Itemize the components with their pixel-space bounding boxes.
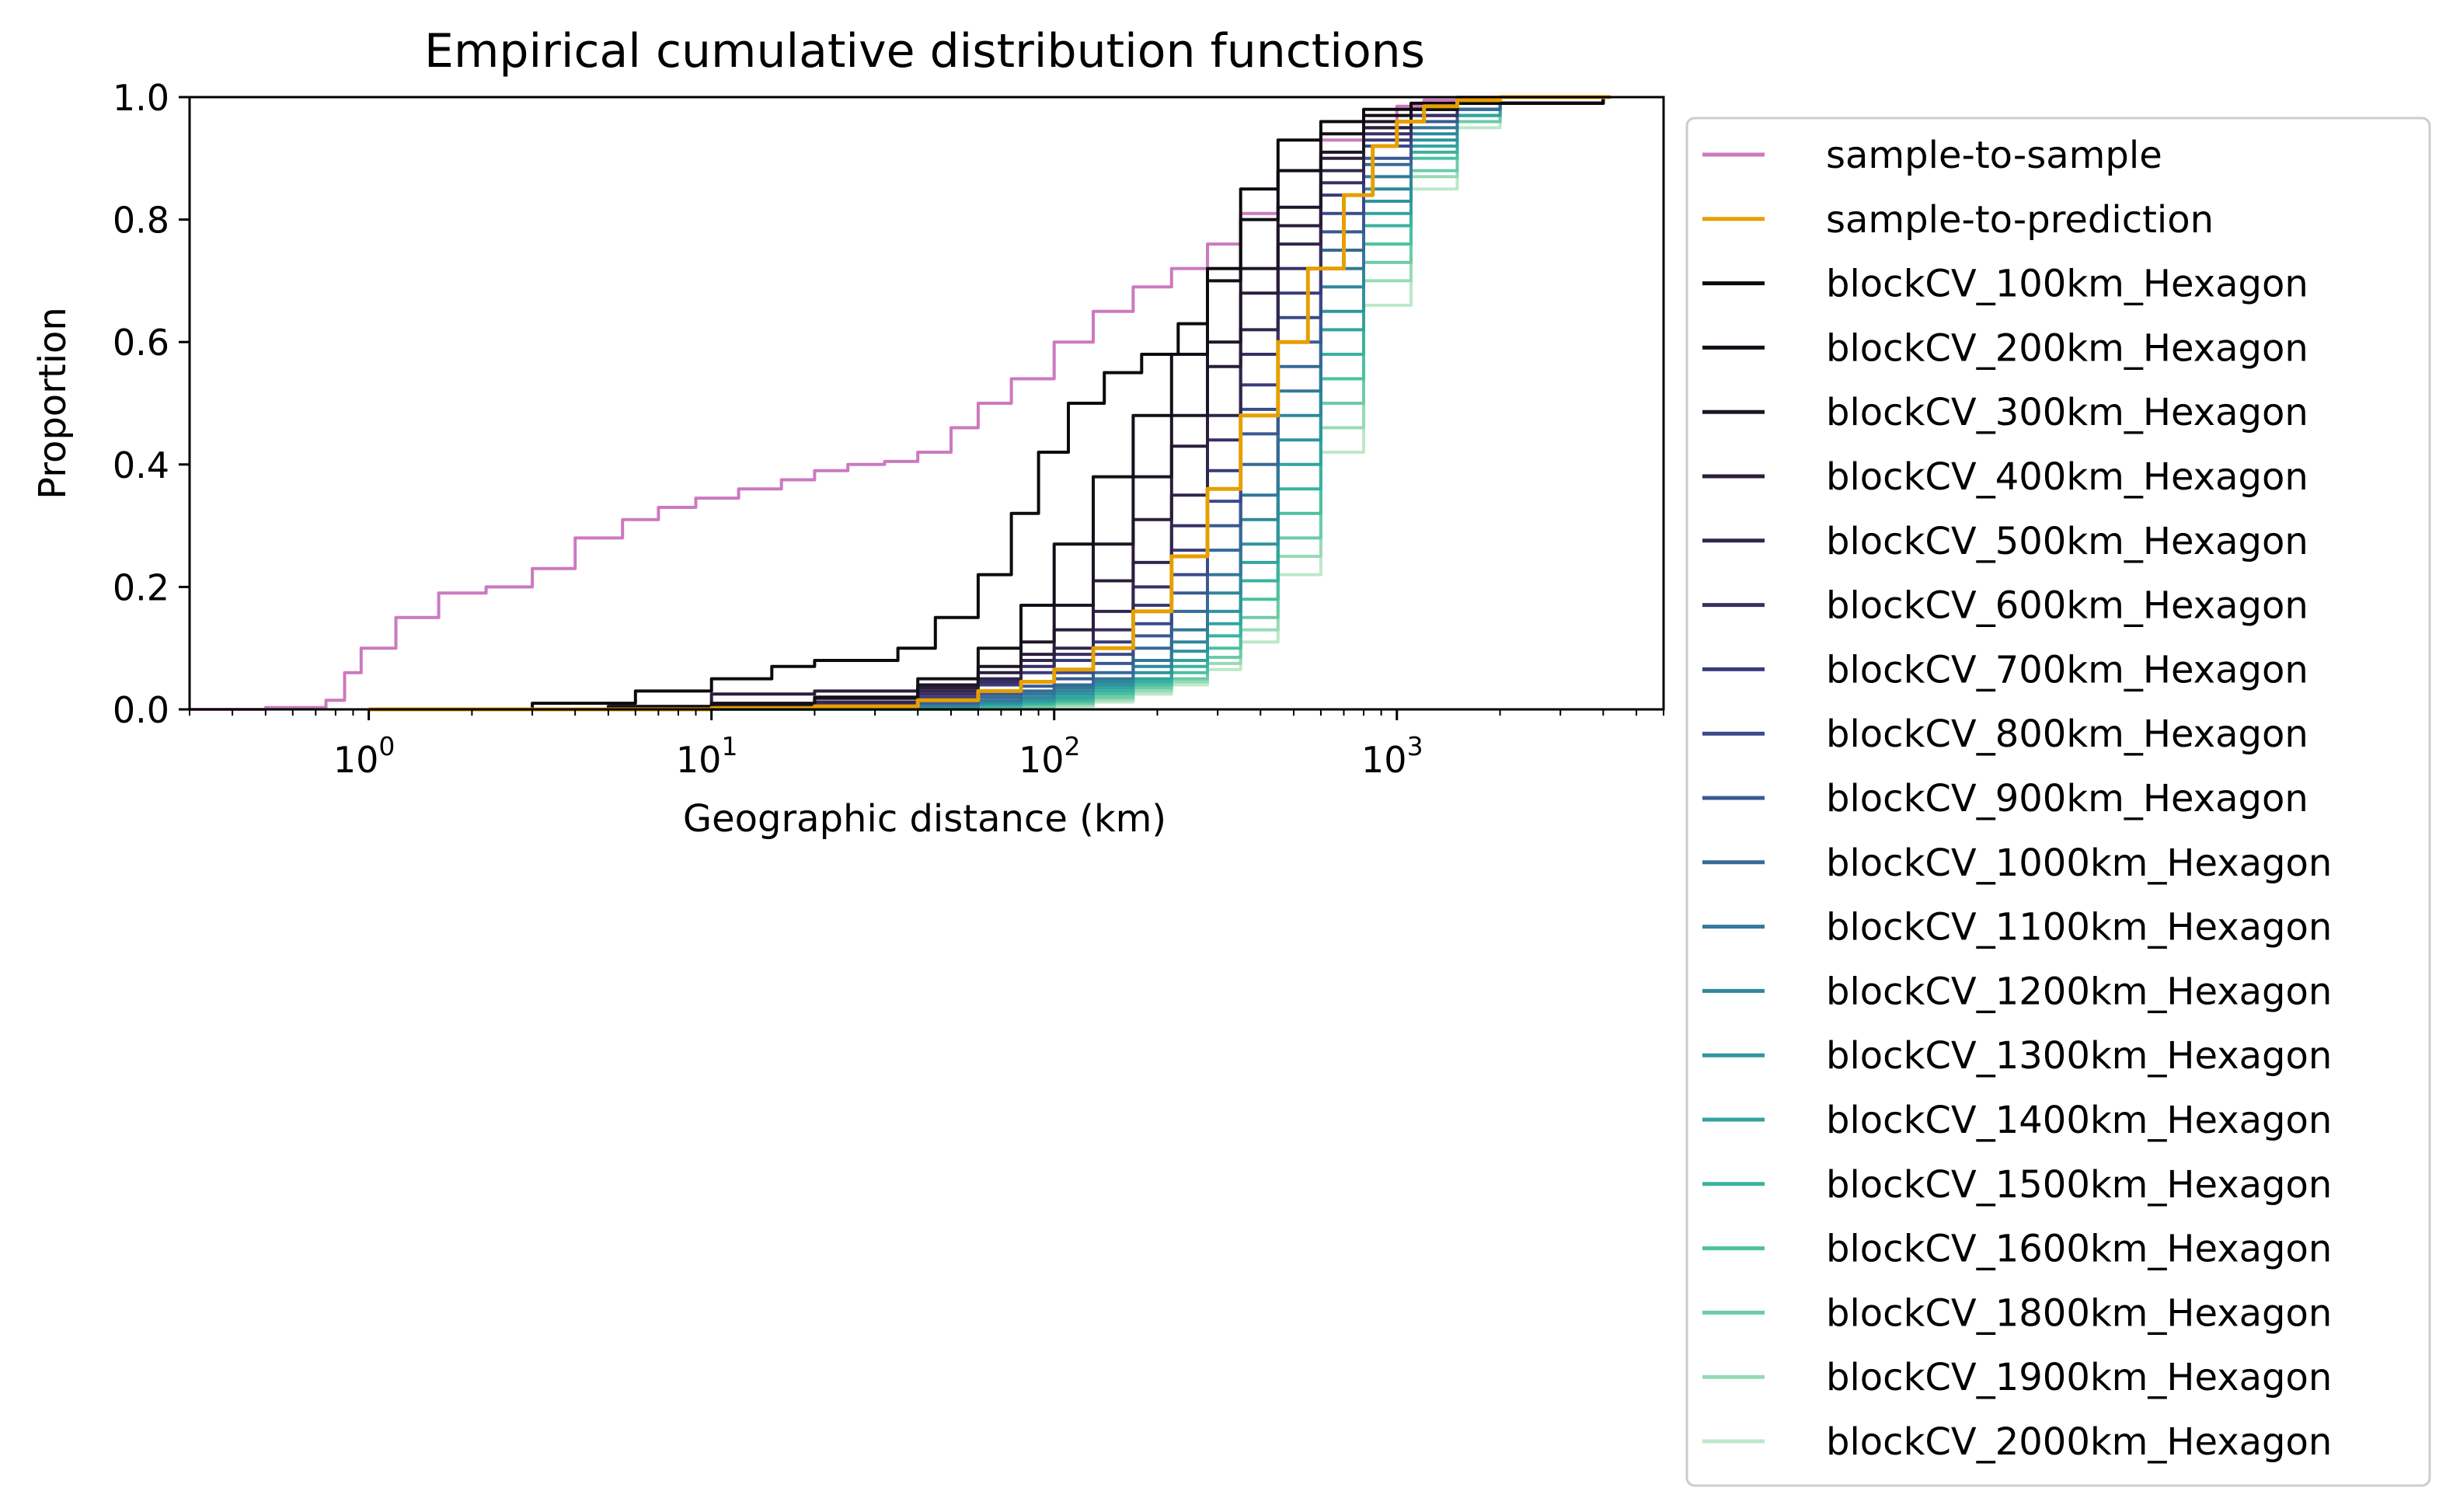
legend-item: sample-to-sample (1702, 134, 2162, 177)
legend-item: blockCV_1300km_Hexagon (1702, 1034, 2332, 1078)
legend-item: blockCV_400km_Hexagon (1702, 455, 2308, 499)
chart-title: Empirical cumulative distribution functi… (424, 24, 1425, 78)
legend-item: blockCV_1800km_Hexagon (1702, 1291, 2332, 1335)
legend-label: blockCV_1500km_Hexagon (1826, 1163, 2332, 1207)
plot-series-group (190, 95, 1611, 712)
legend-item: sample-to-prediction (1702, 198, 2214, 242)
y-tick-label: 0.4 (113, 444, 169, 486)
legend-item: blockCV_900km_Hexagon (1702, 777, 2308, 820)
legend-frame (1685, 117, 2431, 1487)
legend-label: blockCV_1300km_Hexagon (1826, 1034, 2332, 1078)
x-tick-label: 102 (1019, 731, 1081, 781)
legend-label: blockCV_1000km_Hexagon (1826, 841, 2332, 885)
y-axis: 0.0 0.2 0.4 0.6 0.8 1.0 (113, 77, 190, 731)
legend-item: blockCV_600km_Hexagon (1702, 584, 2308, 628)
legend-item: blockCV_200km_Hexagon (1702, 326, 2308, 370)
legend-label: blockCV_500km_Hexagon (1826, 520, 2308, 563)
legend-item: blockCV_1200km_Hexagon (1702, 970, 2332, 1013)
series-line-blockCV_200km_Hexagon (368, 97, 1605, 711)
x-tick-label: 103 (1361, 731, 1423, 781)
legend-label: blockCV_300km_Hexagon (1826, 391, 2308, 434)
legend-label: blockCV_600km_Hexagon (1826, 584, 2308, 628)
legend-label: blockCV_100km_Hexagon (1826, 263, 2308, 306)
legend-label: blockCV_1800km_Hexagon (1826, 1291, 2332, 1335)
legend-item: blockCV_1600km_Hexagon (1702, 1228, 2332, 1271)
y-tick-label: 1.0 (113, 77, 169, 119)
legend-item: blockCV_2000km_Hexagon (1702, 1420, 2332, 1464)
legend-label: blockCV_800km_Hexagon (1826, 712, 2308, 756)
y-tick-label: 0.0 (113, 689, 169, 731)
y-tick-label: 0.2 (113, 566, 169, 608)
legend: sample-to-sample sample-to-prediction bloc… (1685, 117, 2431, 1487)
y-tick-label: 0.8 (113, 200, 169, 242)
legend-item: blockCV_700km_Hexagon (1702, 648, 2308, 692)
legend-item: blockCV_300km_Hexagon (1702, 391, 2308, 434)
legend-item: blockCV_1500km_Hexagon (1702, 1163, 2332, 1207)
x-axis: 100 101 102 103 (189, 709, 1664, 781)
legend-label: sample-to-sample (1826, 134, 2162, 177)
legend-item: blockCV_1100km_Hexagon (1702, 906, 2332, 949)
legend-item: blockCV_800km_Hexagon (1702, 712, 2308, 756)
legend-label: blockCV_1900km_Hexagon (1826, 1356, 2332, 1399)
legend-item: blockCV_1000km_Hexagon (1702, 841, 2332, 885)
y-axis-label: Proportion (31, 307, 75, 500)
legend-label: blockCV_2000km_Hexagon (1826, 1420, 2332, 1464)
legend-item: blockCV_1400km_Hexagon (1702, 1099, 2332, 1142)
legend-item: blockCV_1900km_Hexagon (1702, 1356, 2332, 1399)
legend-label: blockCV_200km_Hexagon (1826, 326, 2308, 370)
series-line-sample-to-prediction (368, 95, 1611, 712)
series-line-blockCV_100km_Hexagon (368, 97, 1605, 711)
legend-item: blockCV_500km_Hexagon (1702, 520, 2308, 563)
legend-label: blockCV_700km_Hexagon (1826, 648, 2308, 692)
x-axis-label: Geographic distance (km) (683, 797, 1166, 841)
legend-label: blockCV_1100km_Hexagon (1826, 906, 2332, 949)
legend-label: sample-to-prediction (1826, 198, 2214, 242)
legend-label: blockCV_1200km_Hexagon (1826, 970, 2332, 1013)
legend-label: blockCV_1400km_Hexagon (1826, 1099, 2332, 1142)
legend-label: blockCV_900km_Hexagon (1826, 777, 2308, 820)
legend-label: blockCV_400km_Hexagon (1826, 455, 2308, 499)
x-tick-label: 101 (676, 731, 738, 781)
plot-frame (188, 96, 1665, 711)
legend-item: blockCV_100km_Hexagon (1702, 263, 2308, 306)
y-tick-label: 0.6 (113, 322, 169, 364)
legend-label: blockCV_1600km_Hexagon (1826, 1228, 2332, 1271)
x-tick-label: 100 (333, 731, 395, 781)
